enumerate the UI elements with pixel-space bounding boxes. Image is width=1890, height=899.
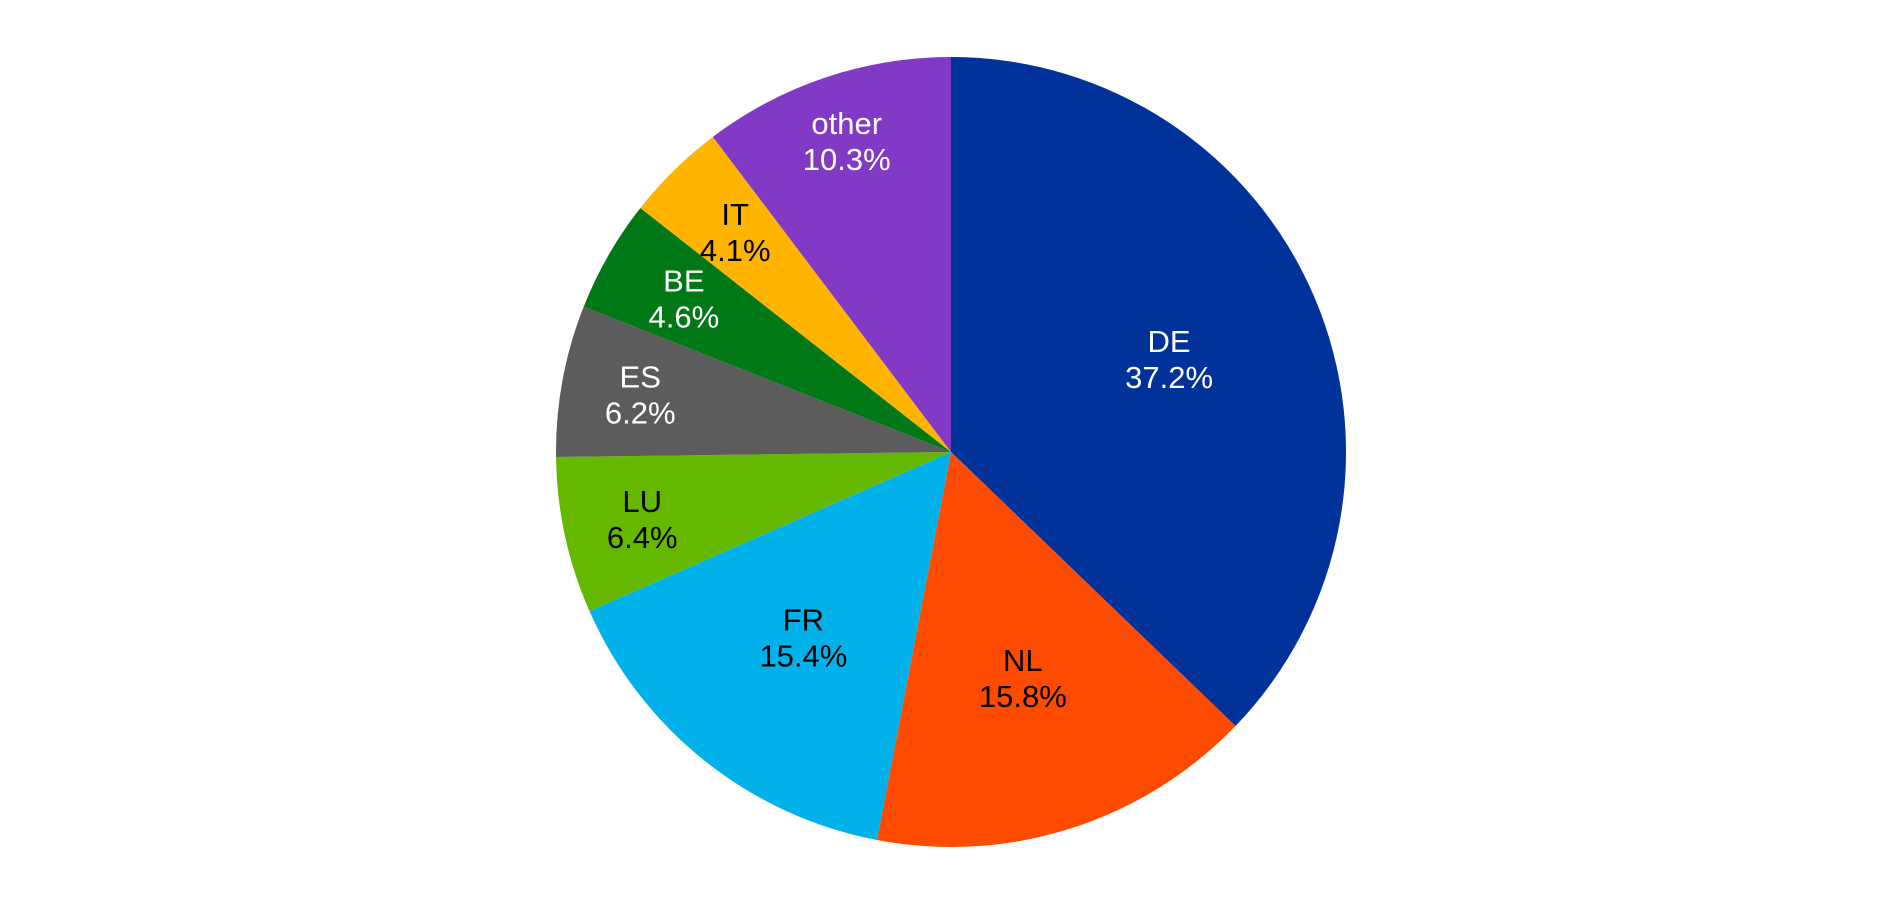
pie-slice-fr	[589, 452, 951, 841]
pie-slice-other	[712, 57, 951, 452]
slice-label-fr: FR	[783, 602, 824, 637]
pie-slice-nl	[876, 452, 1236, 847]
slice-value-label-es: 6.2%	[605, 396, 676, 431]
slice-label-other: other	[811, 106, 882, 141]
slice-value-label-nl: 15.8%	[979, 679, 1067, 714]
pie-slice-lu	[556, 452, 951, 612]
slice-label-it: IT	[721, 197, 749, 232]
slice-label-es: ES	[620, 360, 661, 395]
slice-value-label-de: 37.2%	[1125, 360, 1213, 395]
slice-value-label-other: 10.3%	[803, 142, 891, 177]
pie-slice-it	[640, 136, 951, 452]
slice-value-label-it: 4.1%	[700, 233, 771, 268]
pie-slice-de	[951, 57, 1346, 726]
slice-value-label-be: 4.6%	[649, 300, 720, 335]
slice-label-be: BE	[663, 264, 704, 299]
pie-slice-be	[583, 207, 951, 452]
slice-label-de: DE	[1148, 324, 1191, 359]
slice-label-lu: LU	[622, 484, 662, 519]
slices-layer	[556, 57, 1346, 847]
slice-value-label-lu: 6.4%	[607, 520, 678, 555]
pie-slice-es	[556, 306, 951, 457]
slice-label-nl: NL	[1003, 643, 1043, 678]
slice-value-label-fr: 15.4%	[759, 638, 847, 673]
